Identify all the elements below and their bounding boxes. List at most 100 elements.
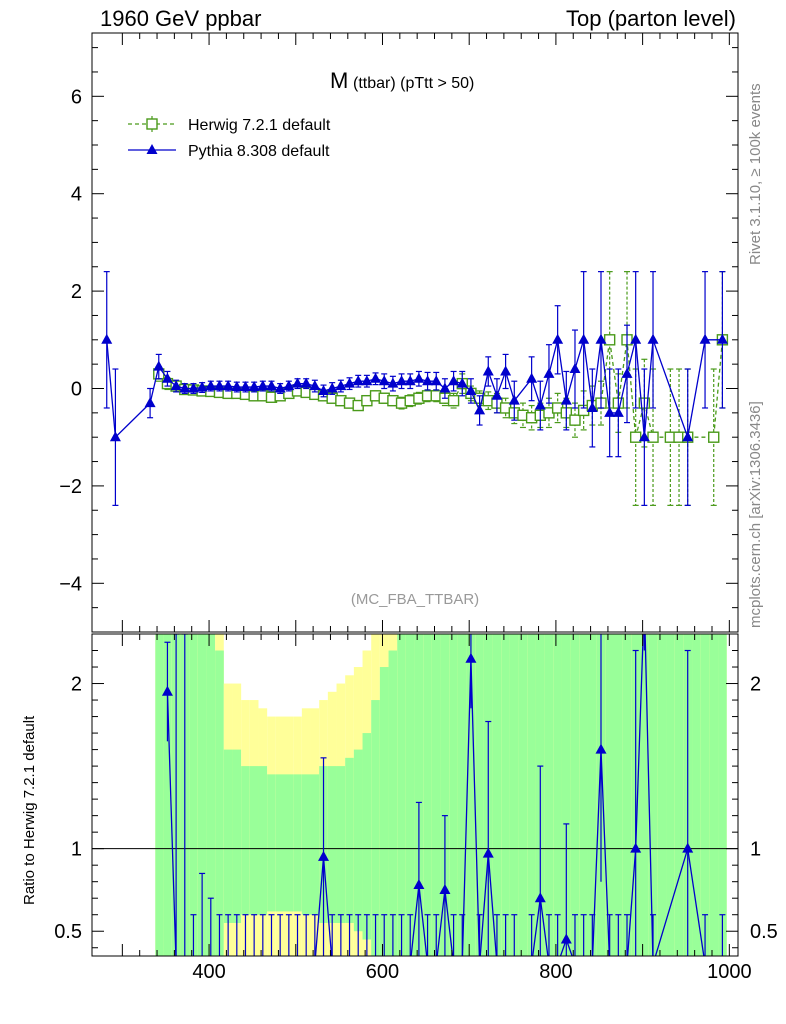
ratio-band-inner xyxy=(249,766,259,915)
ratio-band-inner xyxy=(527,634,536,956)
ratio-band-inner xyxy=(518,634,528,956)
ratio-band-inner xyxy=(700,634,710,956)
data-point-pythia xyxy=(101,333,113,344)
ratio-band-inner xyxy=(310,774,320,915)
ratio-band-inner xyxy=(431,634,441,956)
y-tick-label: 0 xyxy=(71,379,82,401)
data-point-pythia xyxy=(213,380,225,391)
ratio-band-inner xyxy=(362,733,372,940)
data-point-pythia xyxy=(109,431,121,442)
ratio-band-inner xyxy=(614,634,623,956)
data-point-herwig xyxy=(569,414,581,426)
header-left: 1960 GeV ppbar xyxy=(100,6,262,31)
data-point-pythia xyxy=(474,404,486,415)
ratio-data-point xyxy=(578,958,589,968)
data-point-pythia xyxy=(153,360,165,371)
data-point-herwig xyxy=(447,394,460,407)
data-point-pythia xyxy=(543,367,555,378)
data-point-pythia xyxy=(586,401,598,412)
data-point-pythia xyxy=(352,375,364,386)
data-point-pythia xyxy=(187,382,199,393)
data-point-pythia xyxy=(448,375,460,386)
ratio-band-inner xyxy=(241,766,250,915)
ratio-data-point xyxy=(439,883,451,894)
legend-pythia-label: Pythia 8.308 default xyxy=(188,143,330,160)
data-point-pythia xyxy=(439,382,451,393)
data-point-herwig xyxy=(629,431,642,443)
y-tick-label: −2 xyxy=(59,476,82,498)
ratio-band-inner xyxy=(379,667,389,956)
ratio-data-point xyxy=(457,958,468,968)
ratio-data-point xyxy=(335,958,346,968)
y-tick-label: −4 xyxy=(59,573,82,595)
data-point-herwig xyxy=(708,431,720,443)
ratio-band-inner xyxy=(449,634,458,956)
data-point-pythia xyxy=(205,380,217,391)
ratio-y-tick-label: 1 xyxy=(71,839,82,861)
data-point-pythia xyxy=(716,333,728,344)
ratio-band-inner xyxy=(553,634,562,956)
data-point-pythia xyxy=(170,380,182,391)
ratio-band-inner xyxy=(327,766,337,923)
ratio-band-inner xyxy=(301,774,311,915)
data-point-pythia xyxy=(595,333,607,344)
ratio-band-inner xyxy=(405,634,415,956)
ratio-band-inner xyxy=(666,634,675,956)
data-point-pythia xyxy=(422,375,434,386)
ratio-data-point xyxy=(275,958,286,968)
ratio-band-inner xyxy=(345,757,354,923)
mcplots-label: mcplots.cern.ch [arXiv:1306.3436] xyxy=(747,401,764,628)
x-tick-label: 800 xyxy=(539,961,572,983)
ratio-data-point xyxy=(309,958,320,968)
ratio-data-point xyxy=(682,842,694,853)
ratio-data-point xyxy=(161,685,173,696)
data-point-pythia xyxy=(335,380,347,391)
ratio-band-inner xyxy=(293,774,302,912)
ratio-band-inner xyxy=(440,634,450,956)
ratio-data-point xyxy=(405,958,416,968)
data-point-pythia xyxy=(491,389,503,400)
data-point-pythia xyxy=(283,380,295,391)
ratio-data-point xyxy=(257,958,268,968)
ratio-band-inner xyxy=(657,634,667,956)
data-point-pythia xyxy=(318,384,330,395)
ratio-data-point xyxy=(560,933,572,944)
ratio-band-inner xyxy=(215,650,224,956)
ratio-data-point xyxy=(413,878,425,889)
ratio-band-inner xyxy=(163,634,172,956)
data-point-pythia xyxy=(274,382,286,393)
data-point-pythia xyxy=(638,431,650,442)
ratio-data-point xyxy=(648,958,659,968)
data-point-pythia xyxy=(344,377,356,388)
ratio-band-inner xyxy=(353,749,363,932)
data-point-pythia xyxy=(248,381,260,392)
data-point-pythia xyxy=(534,399,546,410)
x-tick-label: 600 xyxy=(366,961,399,983)
plot-title: M xyxy=(330,68,348,93)
ratio-band-inner xyxy=(544,634,554,956)
ratio-data-point xyxy=(639,595,650,605)
ratio-band-inner xyxy=(605,634,615,956)
data-point-pythia xyxy=(161,372,173,383)
data-point-pythia xyxy=(569,363,581,374)
ratio-band-inner xyxy=(189,634,198,956)
ratio-band-inner xyxy=(475,634,484,956)
ratio-data-point xyxy=(509,958,520,968)
plot-subtitle: (ttbar) (pTtt > 50) xyxy=(353,75,474,92)
ratio-data-point xyxy=(179,958,190,968)
data-point-pythia xyxy=(387,377,399,388)
ratio-band-inner xyxy=(206,634,216,956)
legend-pythia-marker xyxy=(146,144,158,154)
ratio-data-point xyxy=(604,958,615,968)
ratio-data-point xyxy=(266,958,277,968)
data-point-pythia xyxy=(560,394,572,405)
data-point-pythia xyxy=(604,406,616,417)
ratio-band-inner xyxy=(284,774,294,912)
ratio-band-inner xyxy=(457,634,467,956)
ratio-data-point xyxy=(482,847,494,858)
data-point-pythia xyxy=(699,333,711,344)
data-point-pythia xyxy=(413,372,425,383)
ratio-data-point xyxy=(474,958,485,968)
ratio-band-inner xyxy=(423,634,432,956)
ratio-y-tick-label-right: 1 xyxy=(750,839,761,861)
